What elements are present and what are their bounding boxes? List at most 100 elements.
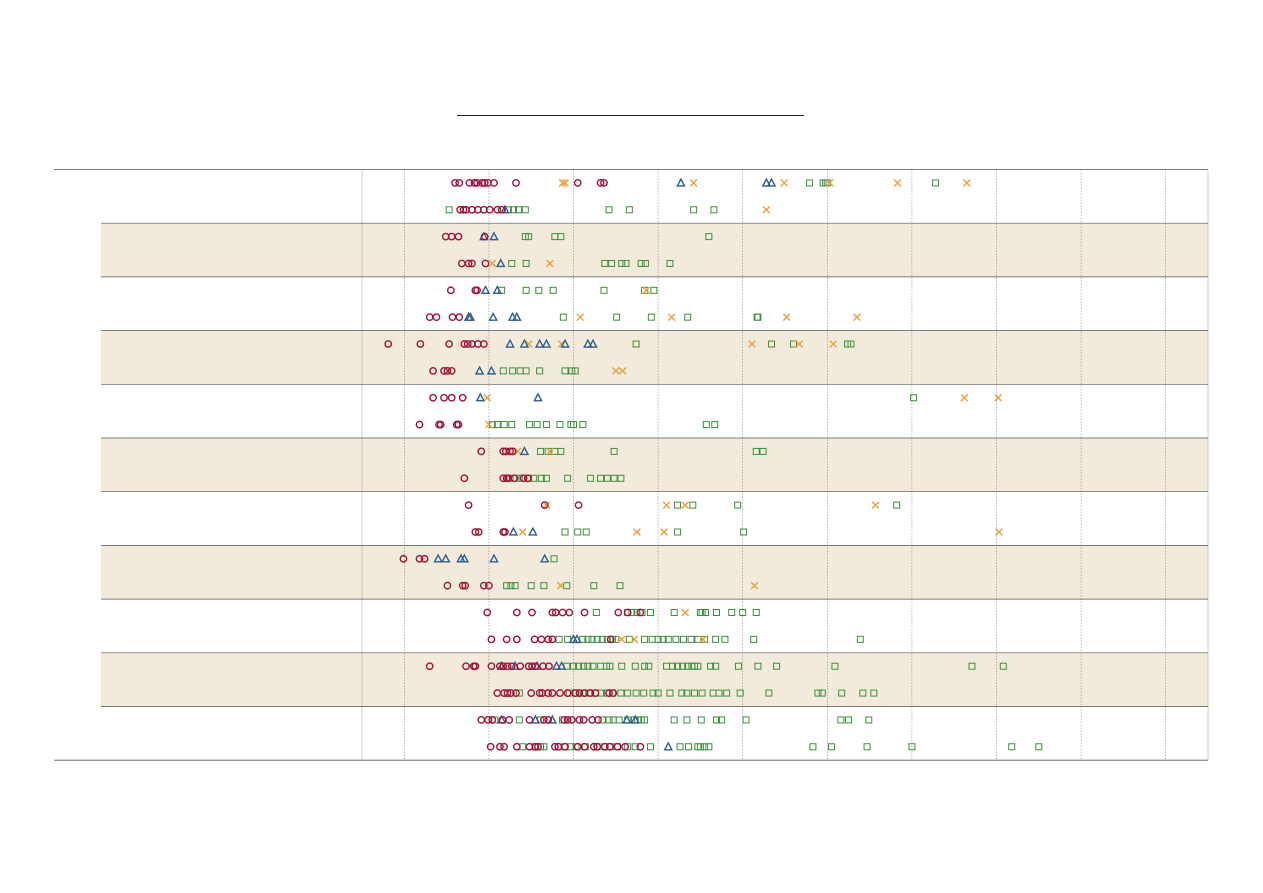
square-marker <box>508 259 516 267</box>
square-marker <box>752 609 760 617</box>
circle-marker <box>593 742 602 751</box>
circle-marker <box>545 662 553 671</box>
circle-marker <box>468 259 476 268</box>
circle-marker <box>586 689 595 697</box>
square-marker <box>893 501 901 509</box>
triangle-marker <box>551 660 562 670</box>
triangle-marker <box>480 285 491 295</box>
square-marker <box>674 662 682 670</box>
triangle-marker <box>489 553 499 563</box>
triangle-marker <box>630 714 641 724</box>
cross-marker <box>893 179 902 187</box>
circle-marker <box>460 340 469 348</box>
circle-marker <box>523 474 532 483</box>
cross-marker <box>642 286 651 295</box>
square-marker <box>705 743 713 751</box>
square-marker <box>561 367 569 375</box>
square-marker <box>637 259 645 267</box>
cross-marker <box>485 420 493 429</box>
circle-marker <box>415 420 424 429</box>
square-marker <box>750 635 758 643</box>
square-marker <box>647 313 655 321</box>
square-marker <box>694 662 702 670</box>
square-marker <box>535 286 543 294</box>
square-marker <box>606 662 614 670</box>
square-marker <box>586 474 594 482</box>
circle-marker <box>531 742 540 751</box>
square-marker <box>679 635 687 643</box>
circle-marker <box>448 313 457 322</box>
cross-marker <box>762 205 771 214</box>
circle-marker <box>487 635 496 644</box>
circle-marker <box>493 205 502 214</box>
square-marker <box>570 421 577 429</box>
square-marker <box>574 528 582 536</box>
triangle-marker <box>583 338 593 348</box>
circle-marker <box>384 340 393 348</box>
square-marker <box>542 421 550 429</box>
square-marker <box>865 716 873 724</box>
cross-marker <box>825 179 834 187</box>
square-marker <box>618 662 626 670</box>
square-marker <box>968 662 976 670</box>
square-marker <box>584 635 592 643</box>
square-marker <box>670 716 678 724</box>
circle-marker <box>540 501 549 510</box>
cross-marker <box>871 501 880 510</box>
triangle-marker <box>488 311 498 321</box>
square-marker <box>533 421 541 429</box>
cross-marker <box>561 179 569 187</box>
square-marker <box>564 474 572 482</box>
triangle-marker <box>508 526 519 536</box>
square-marker <box>575 662 583 670</box>
circle-marker <box>429 366 437 375</box>
circle-marker <box>473 286 481 295</box>
cross-marker <box>630 635 639 644</box>
cross-marker <box>750 581 759 590</box>
square-marker <box>712 662 720 670</box>
square-marker <box>564 635 572 643</box>
circle-marker <box>486 742 495 751</box>
circle-marker <box>484 581 493 590</box>
cross-marker <box>853 313 861 322</box>
circle-marker <box>556 689 564 697</box>
data-marks <box>384 177 1043 751</box>
cross-marker <box>545 447 554 456</box>
triangle-marker <box>475 392 486 402</box>
square-marker <box>856 635 864 643</box>
square-marker <box>641 259 649 267</box>
square-marker <box>837 716 845 724</box>
square-marker <box>612 635 620 643</box>
circle-marker <box>512 742 521 751</box>
square-marker <box>814 689 822 697</box>
triangle-marker <box>556 660 567 670</box>
square-marker <box>687 635 695 643</box>
square-marker <box>503 582 511 590</box>
cross-marker <box>524 340 533 348</box>
square-marker <box>701 743 709 751</box>
square-marker <box>500 421 508 429</box>
cross-marker <box>748 340 756 348</box>
circle-marker <box>506 447 514 456</box>
square-marker <box>698 689 706 697</box>
triangle-marker <box>761 177 772 187</box>
circle-marker <box>443 581 452 590</box>
square-marker <box>613 313 621 321</box>
square-marker <box>584 662 592 670</box>
circle-marker <box>495 742 504 751</box>
triangle-marker <box>572 634 582 644</box>
circle-marker <box>415 554 424 563</box>
square-marker <box>570 662 577 670</box>
circle-marker <box>528 662 536 671</box>
square-marker <box>715 689 723 697</box>
square-marker <box>601 259 609 267</box>
square-marker <box>597 474 605 482</box>
cross-marker <box>558 179 567 187</box>
circle-marker <box>548 635 557 644</box>
circle-marker <box>558 608 567 617</box>
square-marker <box>590 582 598 590</box>
group-band-2 <box>101 223 1208 277</box>
square-marker <box>859 689 867 697</box>
circle-marker <box>470 179 479 187</box>
